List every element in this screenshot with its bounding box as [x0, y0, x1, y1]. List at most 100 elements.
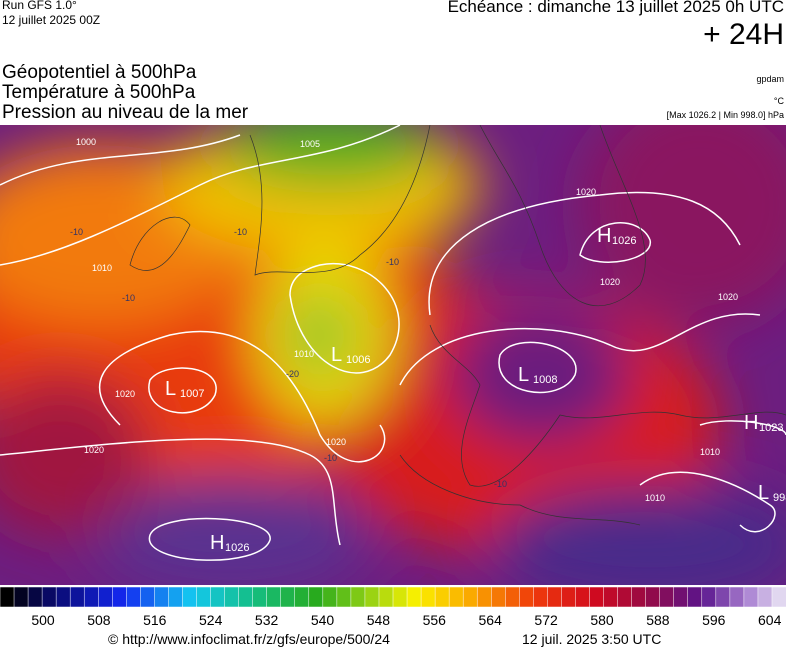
isobar-label: 1010 [294, 349, 314, 359]
temp-label: -20 [286, 369, 299, 379]
color-swatch [252, 586, 268, 608]
isobar-label: 1020 [600, 277, 620, 287]
color-swatch [715, 586, 731, 608]
temperature-field [0, 125, 786, 585]
map: H1026L1006L1008L1007H1026H1023L998100010… [0, 125, 786, 585]
color-swatch [743, 586, 759, 608]
color-swatch [533, 586, 549, 608]
isobar-label: 1005 [300, 139, 320, 149]
center-letter: H [210, 532, 224, 554]
unit: [Max 1026.2 | Min 998.0] hPa [666, 110, 784, 120]
color-swatch [168, 586, 184, 608]
color-swatch [729, 586, 745, 608]
temp-label: -10 [234, 227, 247, 237]
center-letter: H [744, 412, 758, 434]
center-value: 1008 [533, 374, 557, 386]
colorbar-tick: 556 [423, 612, 447, 628]
isobar-label: 1020 [115, 389, 135, 399]
run-date: 12 juillet 2025 00Z [2, 13, 101, 27]
color-swatch [280, 586, 296, 608]
colorbar-tick: 580 [590, 612, 614, 628]
color-swatch [350, 586, 366, 608]
colorbar-tick: 596 [702, 612, 726, 628]
color-swatch [41, 586, 57, 608]
color-swatch [27, 586, 43, 608]
center-letter: L [331, 344, 342, 366]
color-swatch [701, 586, 717, 608]
footer-url: © http://www.infoclimat.fr/z/gfs/europe/… [108, 631, 390, 647]
center-value: 998 [773, 492, 786, 504]
center-value: 1026 [612, 235, 636, 247]
layer: Géopotentiel à 500hPa [2, 62, 197, 83]
colorbar-tick: 508 [87, 612, 111, 628]
color-swatch [687, 586, 703, 608]
color-swatch [505, 586, 521, 608]
colorbar-tick: 516 [143, 612, 167, 628]
coastlines [129, 125, 786, 526]
color-swatch [519, 586, 535, 608]
center-value: 1006 [346, 354, 370, 366]
colorbar-tick: 604 [758, 612, 782, 628]
colorbar-tick: 588 [646, 612, 670, 628]
temp-label: -10 [70, 227, 83, 237]
center-letter: L [518, 364, 529, 386]
color-swatch [631, 586, 647, 608]
color-swatch [617, 586, 633, 608]
temp-label: -10 [324, 453, 337, 463]
color-swatch [364, 586, 380, 608]
center-letter: H [597, 225, 611, 247]
isobars [0, 125, 786, 561]
unit: gpdam [756, 74, 784, 84]
color-swatch [154, 586, 170, 608]
center-value: 1026 [225, 542, 249, 554]
colorbar: 500 508 516 524 532 540 548 556 564 572 580 588 596 6… [0, 586, 786, 628]
layer: Température à 500hPa [2, 82, 196, 103]
colorbar-tick: 540 [311, 612, 335, 628]
isobar-label: 1020 [576, 187, 596, 197]
footer-time: 12 juil. 2025 3:50 UTC [522, 631, 662, 647]
center-letter: L [165, 378, 176, 400]
color-swatch [336, 586, 352, 608]
center-value: 1023 [759, 422, 783, 434]
color-swatch [210, 586, 226, 608]
unit: °C [773, 96, 784, 106]
isobar-label: 1010 [645, 493, 665, 503]
color-swatch [378, 586, 394, 608]
color-swatch [224, 586, 240, 608]
color-swatch [294, 586, 310, 608]
color-swatch [13, 586, 29, 608]
isobar-label: 1020 [718, 292, 738, 302]
color-swatch [462, 586, 478, 608]
color-swatch [561, 586, 577, 608]
temp-label: -10 [122, 293, 135, 303]
color-swatch [322, 586, 338, 608]
color-swatch [238, 586, 254, 608]
colorbar-tick: 548 [367, 612, 391, 628]
color-swatch [83, 586, 100, 608]
echeance: Echéance : dimanche 13 juillet 2025 0h U… [447, 0, 784, 16]
color-swatch [266, 586, 282, 608]
isobar-label: 1010 [92, 263, 112, 273]
color-swatch [406, 586, 422, 608]
temp-label: -10 [494, 479, 507, 489]
layer: Pression au niveau de la mer [2, 102, 249, 123]
center-value: 1007 [180, 388, 204, 400]
color-swatch [659, 586, 675, 608]
color-swatch [603, 586, 619, 608]
color-swatch [434, 586, 450, 608]
color-swatch [112, 586, 128, 608]
isobar-label: 1020 [84, 445, 104, 455]
color-swatch [140, 586, 156, 608]
color-swatch [757, 586, 773, 608]
color-swatch [448, 586, 464, 608]
color-swatch [771, 586, 786, 608]
isobar-label: 1000 [76, 137, 96, 147]
lead-time: + 24H [703, 18, 784, 51]
color-swatch [547, 586, 563, 608]
color-swatch [476, 586, 493, 608]
run: Run GFS 1.0° [2, 0, 77, 12]
colorbar-tick: 532 [255, 612, 279, 628]
isobar-label: 1020 [326, 437, 346, 447]
color-swatch [589, 586, 605, 608]
